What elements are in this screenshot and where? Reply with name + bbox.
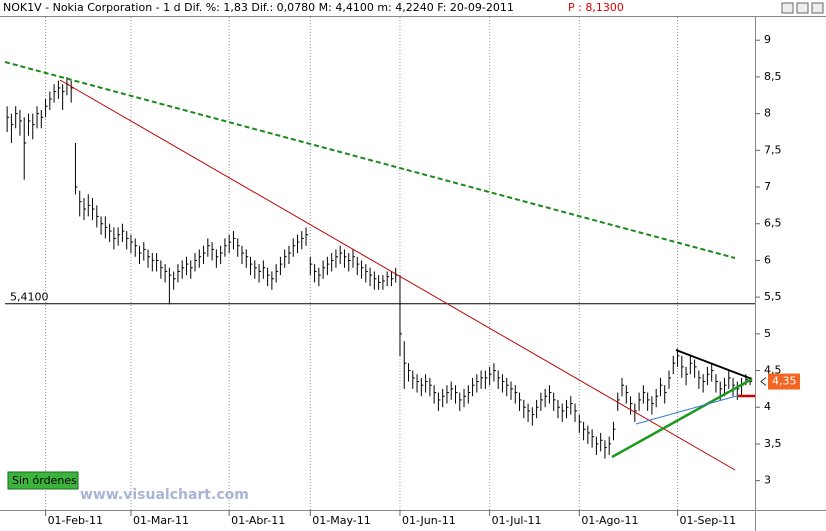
y-tick-label: 8 <box>764 107 771 120</box>
x-tick-label: 01-Ago-11 <box>581 514 638 527</box>
last-price-arrow <box>760 377 767 386</box>
x-tick-label: 01-Sep-11 <box>680 514 737 527</box>
plot: 3 3,5 4 4,5 5 5,5 6 6,5 7 7,5 8 8,5 9 01-Feb-11 01-Mar… <box>5 17 800 527</box>
x-tick-label: 01-Mar-11 <box>133 514 189 527</box>
y-tick-label: 6,5 <box>764 217 782 230</box>
y-tick-label: 7 <box>764 180 771 193</box>
y-tick-label: 4,5 <box>764 364 782 377</box>
trend-line <box>675 349 753 380</box>
support-label: 5,4100 <box>10 291 49 304</box>
y-tick-label: 4 <box>764 400 771 413</box>
window-buttons <box>781 2 824 14</box>
y-tick-label: 3 <box>764 474 771 487</box>
trend-line <box>611 377 753 459</box>
price-note: P : 8,1300 <box>568 1 624 14</box>
trend-line <box>635 394 741 425</box>
trend-line <box>59 79 736 471</box>
y-tick-label: 6 <box>764 253 771 266</box>
y-tick-label: 8,5 <box>764 70 782 83</box>
y-tick-label: 9 <box>764 33 771 46</box>
close-button[interactable] <box>811 2 824 14</box>
x-tick-label: 01-Jul-11 <box>492 514 542 527</box>
trend-line <box>4 61 736 259</box>
last-price-label: 4,35 <box>772 375 797 388</box>
x-tick-label: 01-Abr-11 <box>231 514 285 527</box>
watermark: www.visualchart.com <box>80 487 249 503</box>
y-tick-label: 7,5 <box>764 143 782 156</box>
y-tick-label: 3,5 <box>764 437 782 450</box>
trend-lines <box>4 61 755 471</box>
chart-title: NOK1V - Nokia Corporation - 1 d Dif. %: … <box>3 1 514 14</box>
orders-button[interactable] <box>7 471 79 490</box>
minimize-button[interactable] <box>781 2 794 14</box>
y-tick-label: 5 <box>764 327 771 340</box>
maximize-button[interactable] <box>796 2 809 14</box>
last-price-box <box>768 373 800 390</box>
orders-button-label[interactable]: Sin órdenes <box>12 474 77 487</box>
x-tick-label: 01-Feb-11 <box>48 514 103 527</box>
x-tick-label: 01-Jun-11 <box>402 514 456 527</box>
y-tick-label: 5,5 <box>764 290 782 303</box>
x-tick-label: 01-May-11 <box>312 514 370 527</box>
